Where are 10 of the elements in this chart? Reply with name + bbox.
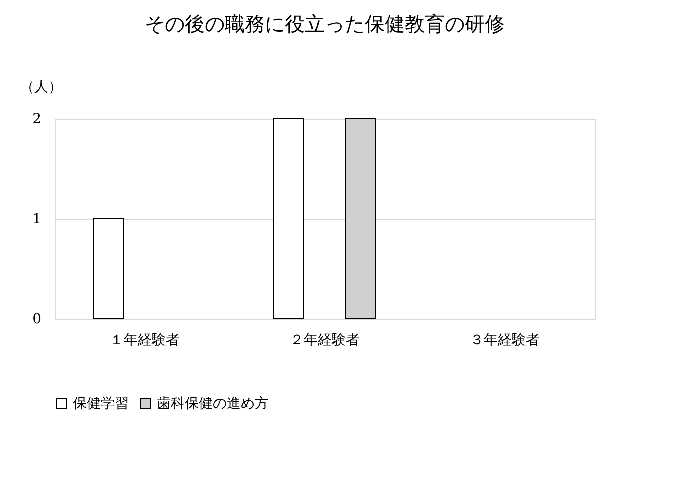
y-axis-title: （人） [20, 80, 62, 96]
y-tick-label: 2 [32, 112, 42, 128]
legend-label: 保健学習 [73, 396, 129, 412]
legend-label: 歯科保健の進め方 [157, 396, 269, 412]
chart-title: その後の職務に役立った保健教育の研修 [145, 12, 505, 36]
y-tick-label: 1 [32, 212, 42, 228]
y-tick-label: 0 [32, 312, 42, 328]
x-tick-label: ３年経験者 [470, 332, 540, 348]
x-tick-label: ２年経験者 [290, 332, 360, 348]
x-tick-label: １年経験者 [110, 332, 180, 348]
